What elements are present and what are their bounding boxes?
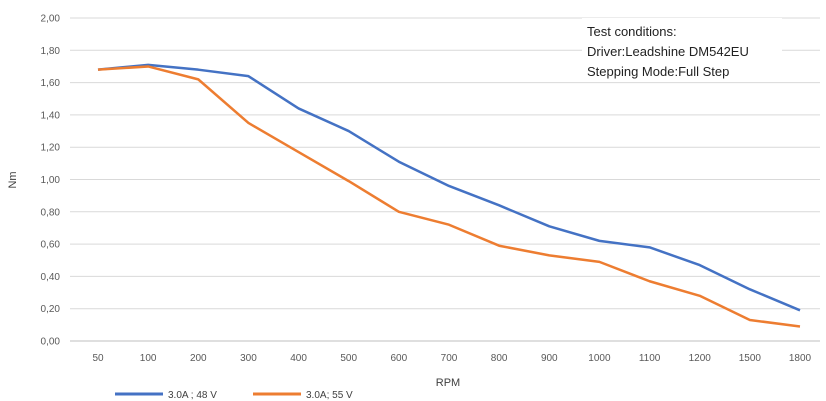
y-tick-label: 1,00 [41, 175, 61, 186]
x-tick-label: 500 [340, 353, 357, 364]
annotation-line-1: Test conditions: [587, 24, 677, 39]
y-tick-labels: 0,00 0,20 0,40 0,60 0,80 1,00 1,20 1,40 1,60 1,80… [41, 14, 61, 348]
x-tick-label: 800 [491, 353, 508, 364]
x-tick-label: 100 [140, 353, 157, 364]
x-tick-label: 1200 [689, 353, 712, 364]
x-tick-labels: 50 100 200 300 400 500 600 700 800 900 1000 1100 120… [92, 353, 811, 364]
series-line-1 [97, 63, 801, 312]
legend: 3.0A ; 48 V 3.0A; 55 V [115, 390, 353, 401]
x-tick-label: 1800 [789, 353, 812, 364]
x-tick-label: 900 [541, 353, 558, 364]
series-line-2 [97, 65, 801, 328]
y-tick-label: 0,60 [41, 240, 61, 251]
annotation-box: Test conditions: Driver:Leadshine DM542E… [582, 18, 782, 82]
x-tick-label: 1000 [588, 353, 611, 364]
x-tick-label: 200 [190, 353, 207, 364]
y-tick-label: 1,60 [41, 78, 61, 89]
y-tick-label: 1,40 [41, 110, 61, 121]
y-tick-label: 0,00 [41, 337, 61, 348]
y-tick-label: 0,20 [41, 304, 61, 315]
series-lines [97, 63, 801, 328]
y-tick-label: 1,20 [41, 143, 61, 154]
y-tick-label: 0,80 [41, 207, 61, 218]
legend-label-2: 3.0A; 55 V [306, 390, 353, 401]
x-tick-label: 300 [240, 353, 257, 364]
legend-label-1: 3.0A ; 48 V [168, 390, 217, 401]
x-tick-label: 700 [441, 353, 458, 364]
annotation-line-2: Driver:Leadshine DM542EU [587, 44, 749, 59]
y-tick-label: 1,80 [41, 46, 61, 57]
x-tick-label: 1100 [639, 353, 661, 364]
y-tick-label: 2,00 [41, 14, 61, 25]
x-tick-label: 50 [92, 353, 104, 364]
x-tick-label: 600 [391, 353, 408, 364]
y-axis-title: Nm [7, 171, 19, 188]
annotation-line-3: Stepping Mode:Full Step [587, 64, 729, 79]
x-axis-title: RPM [436, 377, 460, 389]
y-tick-label: 0,40 [41, 272, 61, 283]
x-tick-label: 1500 [739, 353, 762, 364]
x-tick-label: 400 [290, 353, 307, 364]
